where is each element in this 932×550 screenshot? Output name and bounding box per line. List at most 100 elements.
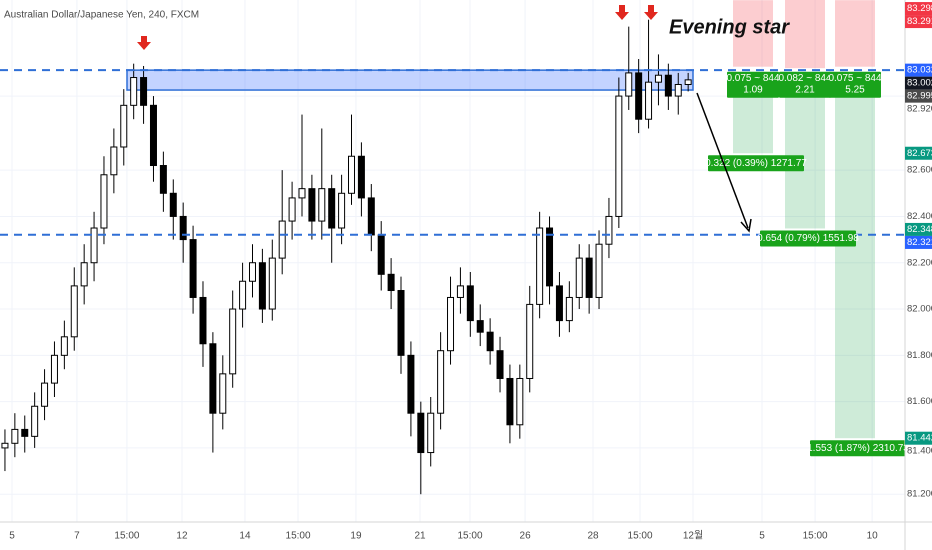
down-arrow bbox=[615, 5, 629, 20]
x-tick-label: 12월 bbox=[683, 530, 703, 542]
price-badge bbox=[905, 431, 932, 445]
x-tick-label: 10 bbox=[867, 531, 879, 542]
y-tick-label: 82.920 bbox=[907, 104, 932, 115]
candle-body bbox=[407, 354, 415, 414]
price-badge-label: 82.673 bbox=[907, 148, 932, 159]
target-zone bbox=[785, 78, 825, 229]
candle-body bbox=[199, 296, 207, 345]
y-tick-label: 82.600 bbox=[907, 165, 932, 176]
x-tick-label: 15:00 bbox=[458, 531, 483, 542]
price-badge-label: 82.348 bbox=[907, 224, 932, 235]
candle-body bbox=[565, 296, 573, 322]
candle-body bbox=[130, 77, 138, 106]
candle-body bbox=[516, 377, 524, 426]
candle-body bbox=[169, 192, 177, 217]
candle-body bbox=[546, 227, 554, 287]
y-tick-label: 82.000 bbox=[907, 304, 932, 315]
candle-body bbox=[50, 354, 58, 384]
price-badge bbox=[905, 146, 932, 160]
candle-body bbox=[11, 428, 19, 444]
x-tick-label: 14 bbox=[239, 531, 251, 542]
candle-body bbox=[387, 273, 395, 292]
axis-labels: 5 7 15:00 12 14 15:00 19 21 15:00 26 28 15:00 12월 5 15… bbox=[9, 2, 932, 542]
price-badge bbox=[905, 76, 932, 90]
position-box bbox=[829, 71, 881, 98]
stop-zone bbox=[785, 0, 825, 69]
candle-body bbox=[41, 382, 49, 407]
candle-body bbox=[239, 280, 247, 310]
target-label: 0.322 (0.39%) 1271.77 bbox=[705, 158, 807, 169]
candle-body bbox=[625, 72, 633, 97]
price-badge bbox=[905, 235, 932, 249]
forecast-arrow-head bbox=[740, 218, 752, 233]
candle-body bbox=[140, 77, 148, 106]
price-badge-label: 83.291 bbox=[907, 16, 932, 27]
candles bbox=[1, 19, 692, 495]
candle-body bbox=[179, 215, 187, 241]
candle-body bbox=[664, 74, 672, 97]
candle-body bbox=[100, 174, 108, 229]
target-label: 0.654 (0.79%) 1551.98 bbox=[757, 233, 859, 244]
candle-body bbox=[328, 188, 336, 229]
candle-body bbox=[684, 79, 692, 85]
x-tick-label: 15:00 bbox=[803, 531, 828, 542]
down-arrow bbox=[644, 5, 658, 20]
candle-body bbox=[456, 285, 464, 298]
candle-body bbox=[496, 350, 504, 379]
x-tick-label: 7 bbox=[74, 531, 80, 542]
annotation: Evening star bbox=[669, 16, 790, 38]
candle-body bbox=[229, 308, 237, 375]
price-badge-label: 83.002 bbox=[907, 78, 932, 89]
candle-body bbox=[427, 412, 435, 454]
price-badge-label: 83.298 bbox=[907, 3, 932, 14]
candle-body bbox=[555, 285, 563, 322]
candle-body bbox=[21, 428, 29, 437]
candle-body bbox=[377, 234, 385, 275]
position-size: 0.075 ~ 844 bbox=[726, 73, 780, 84]
candle-body bbox=[615, 95, 623, 217]
candle-body bbox=[318, 188, 326, 222]
candle-body bbox=[120, 104, 128, 148]
candle-body bbox=[654, 74, 662, 83]
candle-body bbox=[288, 197, 296, 222]
candle-body bbox=[437, 350, 445, 414]
candle-body bbox=[348, 155, 356, 194]
y-tick-label: 81.400 bbox=[907, 446, 932, 457]
candle-body bbox=[159, 165, 167, 194]
candle-body bbox=[605, 215, 613, 245]
candle-body bbox=[367, 197, 375, 236]
price-badge-label: 82.321 bbox=[907, 237, 932, 248]
resistance-zone bbox=[126, 69, 694, 91]
candle-body bbox=[149, 104, 157, 167]
candle-body bbox=[258, 262, 266, 310]
y-tick-label: 82.200 bbox=[907, 257, 932, 268]
candle-body bbox=[70, 285, 78, 338]
price-badge-label: 81.442 bbox=[907, 433, 932, 444]
y-tick-label: 81.200 bbox=[907, 489, 932, 500]
target-zone bbox=[835, 78, 875, 439]
stop-zone bbox=[835, 0, 875, 67]
position-ratio: 2.21 bbox=[795, 84, 815, 95]
candle-body bbox=[466, 285, 474, 322]
price-badge bbox=[905, 89, 932, 103]
price-badge bbox=[905, 222, 932, 236]
candle-body bbox=[60, 336, 68, 356]
candle-body bbox=[585, 257, 593, 298]
candle-body bbox=[31, 405, 39, 437]
candle-body bbox=[447, 296, 455, 352]
candle-body bbox=[397, 290, 405, 356]
overlay bbox=[126, 0, 875, 439]
candle-body bbox=[110, 146, 118, 176]
candle-body bbox=[1, 442, 9, 449]
target-label-box bbox=[760, 230, 856, 247]
candle-body bbox=[645, 81, 653, 120]
candle-body bbox=[90, 227, 98, 264]
candle-body bbox=[417, 412, 425, 454]
x-tick-label: 12 bbox=[176, 531, 188, 542]
price-badge bbox=[905, 63, 932, 77]
candle-body bbox=[189, 239, 197, 298]
position-size: 0.082 ~ 844 bbox=[778, 73, 832, 84]
forecast-arrow bbox=[696, 92, 749, 229]
candle-body bbox=[80, 262, 88, 287]
price-badge-label: 83.032 bbox=[907, 65, 932, 76]
